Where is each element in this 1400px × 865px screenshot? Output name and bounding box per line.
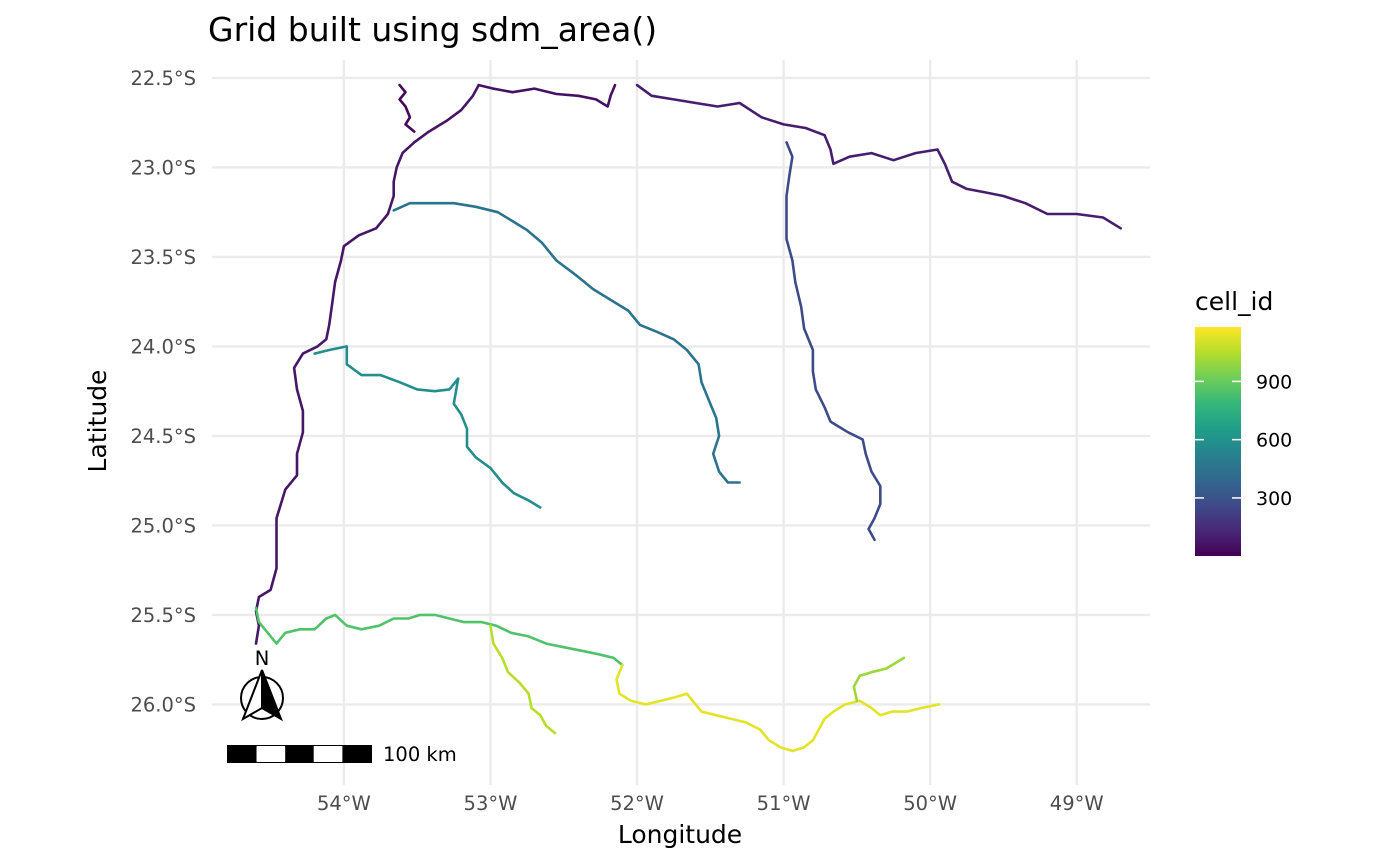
- chart-title: Grid built using sdm_area(): [208, 10, 657, 49]
- scale-bar-segment: [313, 754, 343, 762]
- x-axis-title: Longitude: [618, 820, 742, 849]
- river-line-2: [477, 83, 617, 108]
- river-line-7: [254, 606, 624, 667]
- x-tick-label: 54°W: [317, 792, 371, 815]
- scale-bar-segment: [285, 754, 314, 762]
- scale-bar-segment: [285, 746, 314, 754]
- north-arrow: N: [240, 647, 284, 722]
- scale-bar-segment: [256, 754, 286, 762]
- scale-bar: 100 km: [227, 743, 457, 766]
- scale-bar-segment: [313, 746, 343, 754]
- y-tick-label: 24.5°S: [130, 425, 196, 448]
- y-tick-label: 26.0°S: [130, 693, 196, 716]
- north-arrow-right-half: [261, 669, 283, 722]
- scale-bar-segment: [342, 746, 371, 754]
- legend-title: cell_id: [1195, 287, 1273, 316]
- x-tick-label: 53°W: [464, 792, 518, 815]
- x-tick-label: 49°W: [1050, 792, 1104, 815]
- y-tick-label: 25.0°S: [130, 514, 196, 537]
- river-line-10: [852, 656, 906, 703]
- river-line-8: [489, 624, 557, 735]
- scale-bar-segment: [228, 754, 257, 762]
- x-axis-ticks: 54°W 53°W 52°W 51°W 50°W 49°W: [317, 792, 1104, 815]
- scale-bar-segment: [228, 746, 257, 754]
- north-arrow-left-half: [241, 669, 263, 722]
- river-line-4: [785, 141, 882, 542]
- legend-colorbar: [1195, 327, 1241, 556]
- river-line-5: [392, 201, 741, 484]
- y-tick-label: 23.5°S: [130, 246, 196, 269]
- legend-tick-label: 300: [1256, 488, 1292, 510]
- river-network: [254, 83, 1122, 753]
- scale-bar-segment: [256, 746, 286, 754]
- scale-bar-segments: [227, 745, 372, 763]
- legend-tick-label: 600: [1256, 430, 1292, 452]
- y-tick-label: 23.0°S: [130, 156, 196, 179]
- scale-bar-label: 100 km: [383, 743, 457, 766]
- x-tick-label: 52°W: [610, 792, 664, 815]
- river-line-0: [398, 83, 416, 133]
- river-line-3: [635, 83, 1122, 230]
- y-tick-label: 22.5°S: [130, 67, 196, 90]
- x-tick-label: 51°W: [757, 792, 811, 815]
- scale-bar-segment: [342, 754, 371, 762]
- gridlines: [212, 60, 1150, 785]
- legend-tick-label: 900: [1256, 371, 1292, 393]
- north-arrow-label: N: [255, 647, 270, 670]
- river-line-6: [313, 345, 542, 509]
- y-tick-label: 24.0°S: [130, 335, 196, 358]
- legend-ticks: 300 600 900: [1195, 371, 1292, 510]
- y-tick-label: 25.5°S: [130, 604, 196, 627]
- river-line-9: [615, 663, 941, 753]
- river-line-1: [254, 83, 480, 645]
- y-axis-title: Latitude: [83, 370, 112, 473]
- y-axis-ticks: 22.5°S 23.0°S 23.5°S 24.0°S 24.5°S 25.0°S 25.5…: [130, 67, 196, 717]
- legend: cell_id 300 600 900: [1195, 287, 1292, 556]
- x-tick-label: 50°W: [903, 792, 957, 815]
